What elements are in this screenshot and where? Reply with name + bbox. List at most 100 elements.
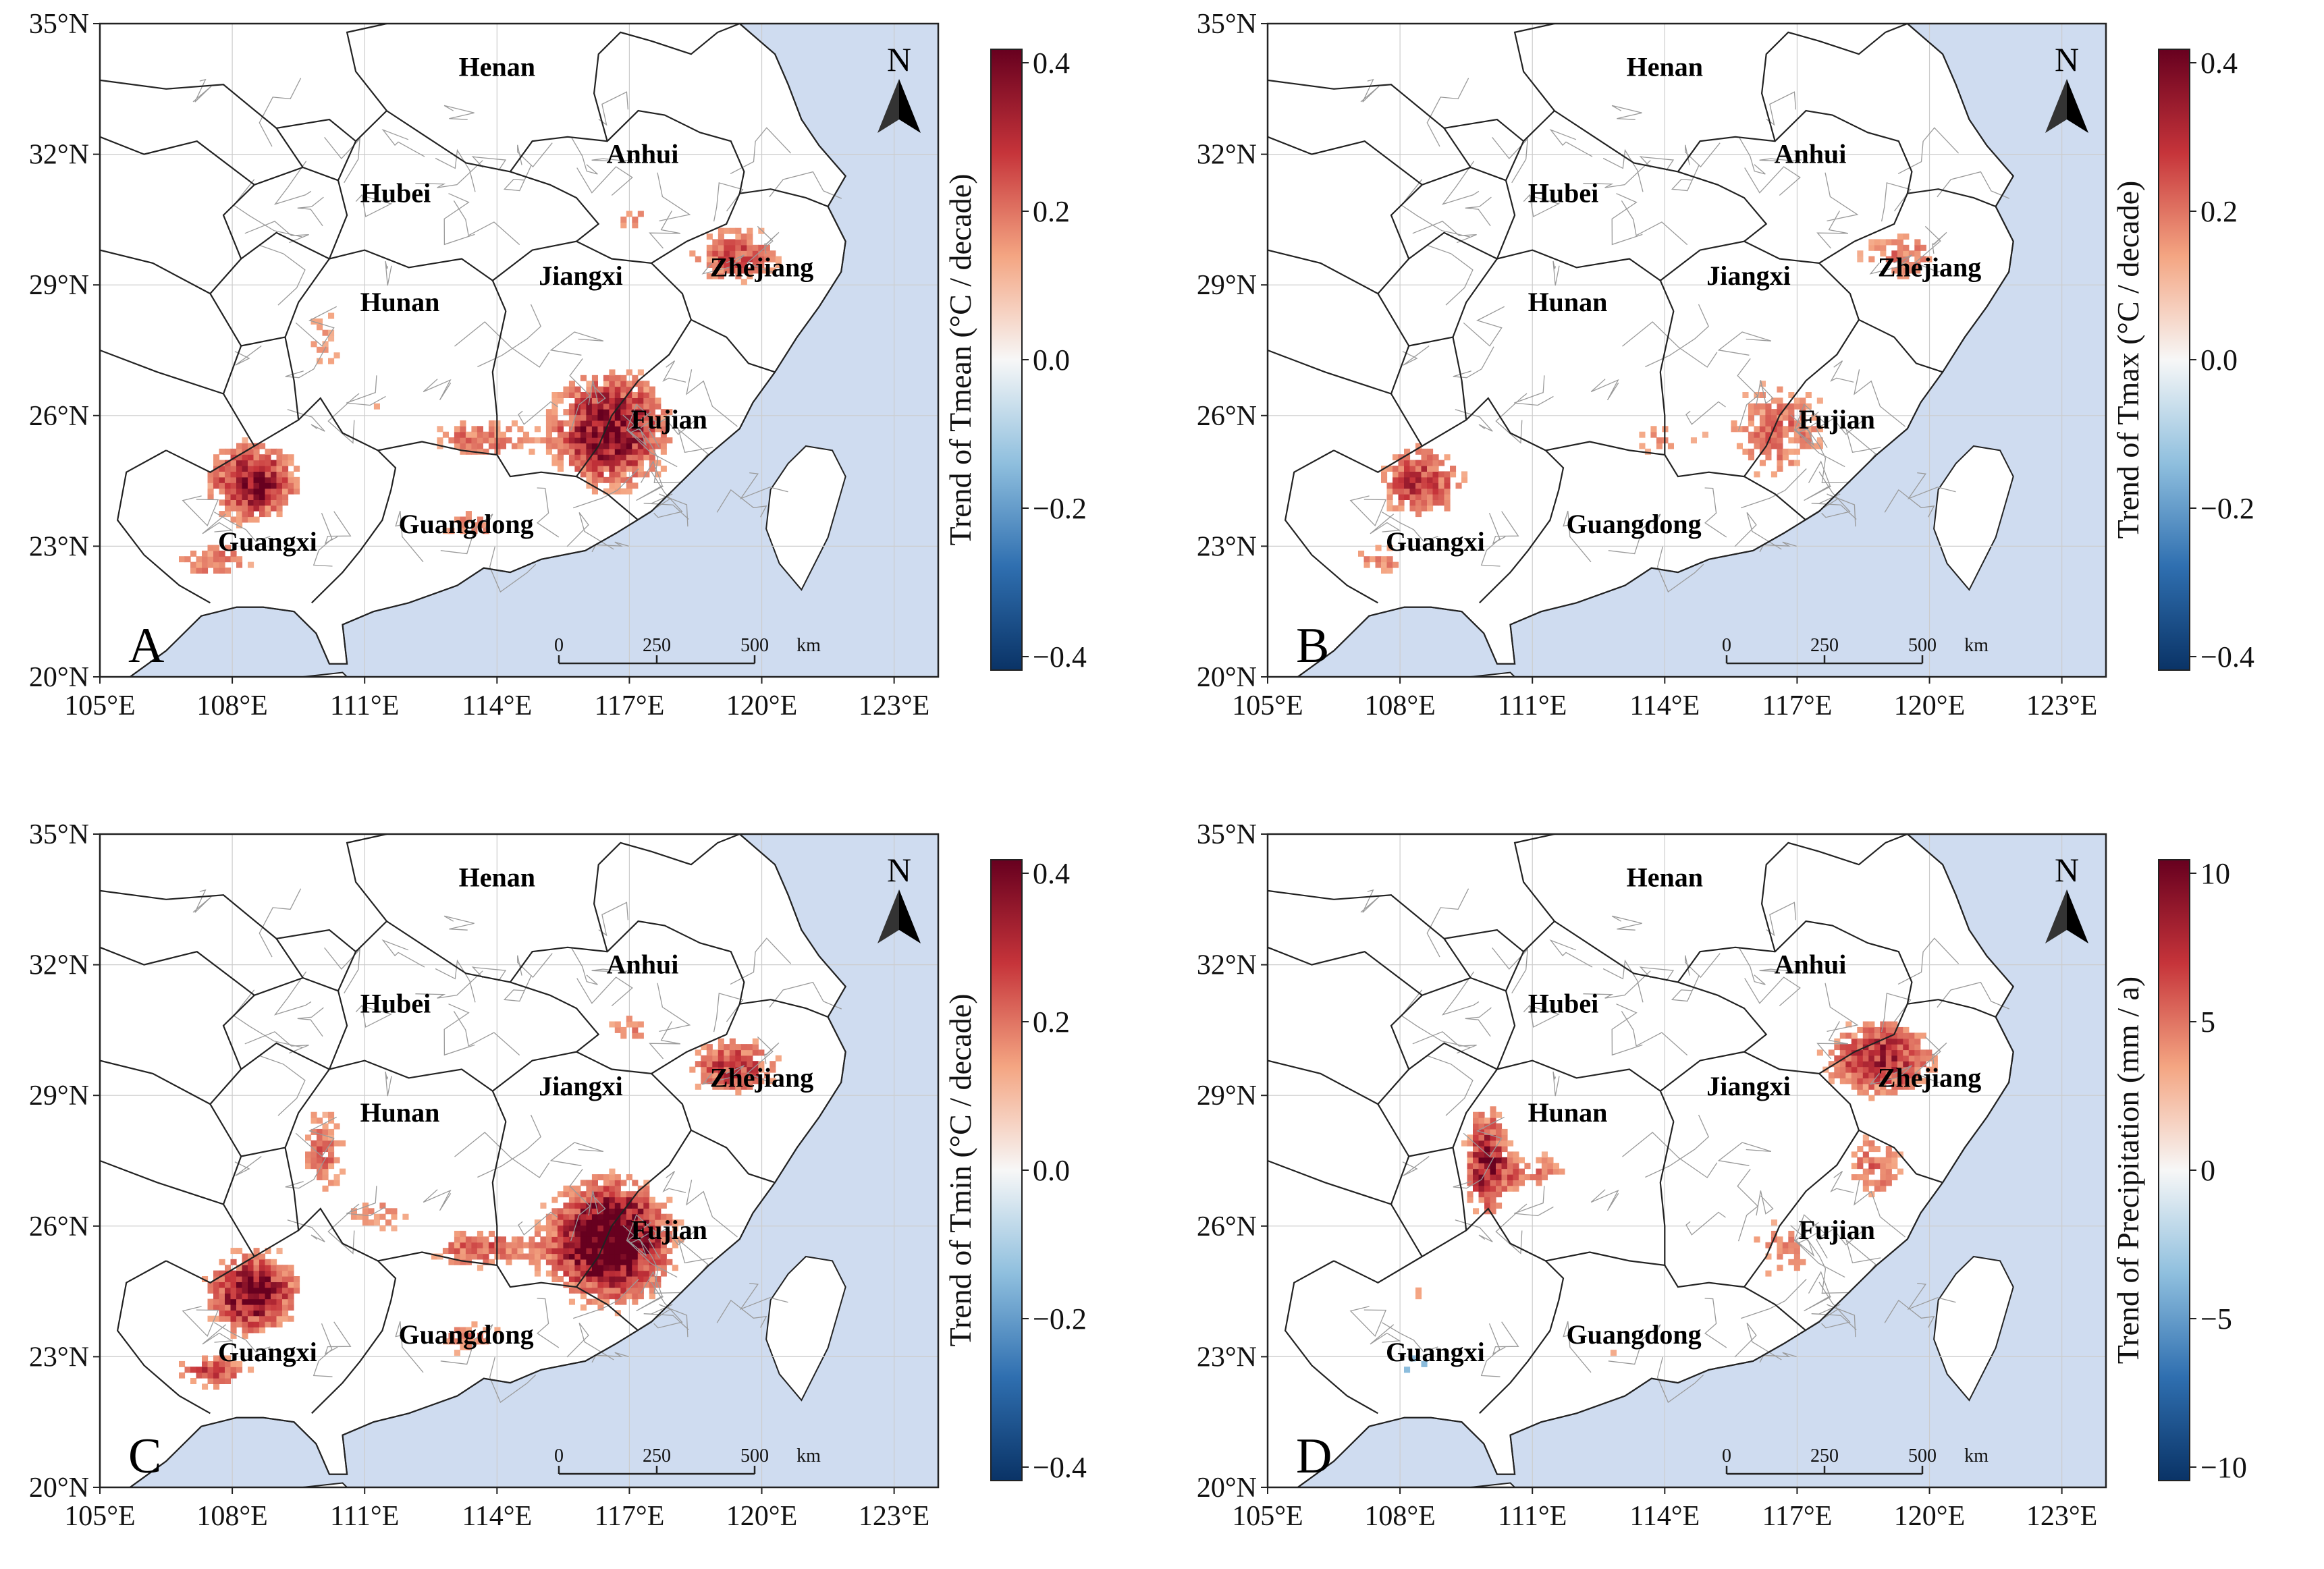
province-label: Hubei: [360, 178, 431, 209]
county-border: [651, 1282, 683, 1329]
county-border: [636, 1235, 683, 1294]
lon-tick-label: 117°E: [1762, 690, 1832, 721]
province-label: Guangxi: [1386, 526, 1485, 557]
province-border: [1760, 834, 1908, 952]
county-border: [1766, 902, 1797, 937]
county-border: [1756, 1190, 1774, 1216]
county-border: [640, 1304, 688, 1338]
province-border: [1858, 1129, 1943, 1184]
province-border: [284, 249, 507, 420]
county-border: [591, 158, 634, 162]
county-border: [739, 1282, 788, 1311]
county-border: [686, 369, 738, 427]
county-border: [1583, 970, 1651, 999]
county-border: [576, 166, 633, 196]
county-border: [537, 1298, 560, 1348]
county-border: [443, 915, 475, 931]
county-border: [346, 375, 386, 406]
county-border: [1797, 422, 1845, 468]
scale-label: 0: [1722, 635, 1731, 656]
county-border: [636, 424, 683, 483]
county-border: [1854, 1180, 1906, 1238]
province-border: [1545, 1251, 1807, 1331]
county-border: [1381, 1322, 1438, 1352]
colorbar-tick-label: −0.2: [1033, 1302, 1087, 1336]
county-border: [1402, 345, 1430, 366]
province-label: Fujian: [1799, 404, 1875, 435]
county-border: [517, 953, 553, 979]
north-arrow-icon: [899, 889, 921, 943]
county-border: [327, 393, 360, 444]
scale-unit: km: [1964, 635, 1989, 656]
county-border: [477, 304, 541, 368]
county-border: [1793, 404, 1829, 437]
county-border: [622, 1221, 651, 1257]
county-border: [636, 460, 664, 501]
lat-tick-label: 35°N: [29, 9, 89, 40]
county-border: [588, 380, 606, 406]
county-border: [1884, 489, 1935, 518]
county-border: [1426, 78, 1469, 147]
county-border: [192, 889, 212, 913]
county-border: [1465, 1007, 1492, 1037]
county-border: [1811, 493, 1857, 520]
county-border: [1808, 493, 1856, 527]
map-frame: [1266, 22, 2107, 678]
county-border: [1907, 472, 1956, 500]
province-border: [100, 1159, 224, 1205]
county-border: [1740, 468, 1807, 509]
county-border: [1744, 976, 1801, 1006]
scale-label: 250: [1810, 1446, 1839, 1466]
county-border: [1370, 514, 1401, 534]
county-border: [1738, 136, 1766, 175]
county-border: [1645, 1114, 1709, 1178]
lat-tick-label: 23°N: [1197, 1342, 1257, 1373]
province-border: [377, 441, 639, 521]
lon-tick-label: 105°E: [1232, 1501, 1303, 1532]
county-border: [1608, 514, 1661, 555]
county-border: [423, 379, 452, 401]
coastline: [1296, 24, 2015, 677]
county-border: [739, 472, 788, 500]
county-border: [1549, 939, 1593, 968]
county-border: [1881, 182, 1912, 222]
map-frame: [1266, 833, 2107, 1489]
county-border: [1463, 306, 1505, 347]
lon-tick-label: 108°E: [196, 690, 267, 721]
county-border: [1492, 1321, 1519, 1355]
county-border: [649, 211, 681, 249]
county-border: [234, 345, 262, 366]
county-border: [1349, 1306, 1387, 1338]
province-border: [116, 1260, 211, 1414]
lon-tick-label: 120°E: [726, 1501, 797, 1532]
lat-tick-label: 32°N: [29, 950, 89, 981]
taiwan-island: [765, 445, 846, 591]
county-border: [1811, 1304, 1857, 1330]
county-border: [537, 487, 560, 538]
province-label: Henan: [459, 51, 535, 82]
county-border: [182, 495, 219, 527]
county-border: [769, 981, 842, 1010]
lon-tick-label: 123°E: [859, 1501, 929, 1532]
county-border: [355, 1004, 393, 1028]
county-border: [1621, 200, 1688, 246]
county-border: [1759, 158, 1802, 162]
lon-tick-label: 105°E: [64, 690, 135, 721]
county-border: [453, 200, 520, 246]
north-arrow-icon: [877, 889, 899, 943]
province-border: [1513, 834, 1555, 922]
county-border: [1492, 947, 1528, 994]
county-border: [1402, 1155, 1430, 1176]
lat-tick-label: 26°N: [29, 401, 89, 432]
county-border: [1349, 495, 1387, 527]
province-label: Guangdong: [399, 1319, 534, 1350]
lon-tick-label: 120°E: [1894, 1501, 1965, 1532]
county-border: [1738, 947, 1766, 985]
province-label: Zhejiang: [710, 1062, 813, 1093]
province-border: [1268, 249, 1378, 295]
north-arrow-icon: [2045, 889, 2067, 943]
county-border: [1907, 1282, 1956, 1311]
county-border: [471, 966, 507, 981]
province-border: [1390, 336, 1453, 447]
county-border: [324, 947, 360, 994]
